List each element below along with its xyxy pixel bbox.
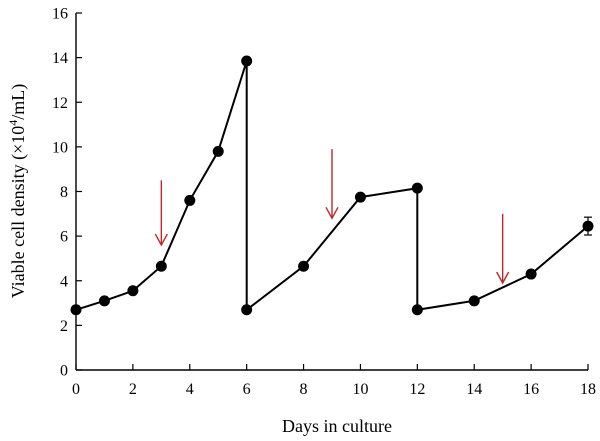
y-tick-label: 14 [52, 50, 68, 67]
data-point [184, 194, 196, 206]
x-tick-label: 2 [129, 381, 137, 398]
series [70, 55, 594, 316]
y-tick-label: 0 [60, 363, 68, 380]
data-point [241, 304, 253, 316]
data-point [241, 55, 253, 67]
data-point [525, 268, 537, 280]
data-point [155, 260, 167, 272]
x-tick-label: 10 [352, 381, 368, 398]
data-point [354, 191, 366, 203]
down-arrow-annotation [154, 180, 168, 247]
data-point [411, 304, 423, 316]
annotations [154, 149, 510, 285]
ticks: 0 2 4 6 8 10 12 14 16 18 0 2 4 6 8 10 12 14 16 [52, 6, 596, 399]
y-axis-title-main: Viable cell density (×10 [8, 126, 29, 299]
y-axis-title: Viable cell density (×104/mL) [6, 84, 29, 299]
down-arrow-annotation [496, 213, 510, 285]
data-point [468, 295, 480, 307]
arrow-head [325, 206, 339, 220]
x-axis-title: Days in culture [282, 416, 392, 436]
y-tick-label: 16 [52, 6, 68, 23]
y-tick-label: 8 [60, 184, 68, 201]
data-point [298, 260, 310, 272]
x-tick-label: 6 [243, 381, 251, 398]
y-tick-label: 12 [52, 95, 68, 112]
y-axis-title-tail: /mL) [8, 84, 29, 120]
arrow-head [154, 233, 168, 247]
data-point [98, 295, 110, 307]
data-point [212, 145, 224, 157]
x-tick-label: 12 [409, 381, 425, 398]
x-tick-label: 0 [72, 381, 80, 398]
data-point [582, 220, 594, 232]
y-tick-label: 10 [52, 139, 68, 156]
x-tick-label: 4 [186, 381, 194, 398]
y-tick-label: 6 [60, 229, 68, 246]
x-tick-label: 14 [466, 381, 482, 398]
data-point [411, 182, 423, 194]
y-axis-title-sup: 4 [6, 120, 20, 126]
data-point [127, 285, 139, 297]
data-point [70, 304, 82, 316]
x-tick-label: 18 [580, 381, 596, 398]
arrow-head [496, 271, 510, 285]
y-tick-label: 2 [60, 318, 68, 335]
down-arrow-annotation [325, 149, 339, 220]
y-tick-label: 4 [60, 273, 68, 290]
x-tick-label: 8 [300, 381, 308, 398]
x-tick-label: 16 [523, 381, 539, 398]
